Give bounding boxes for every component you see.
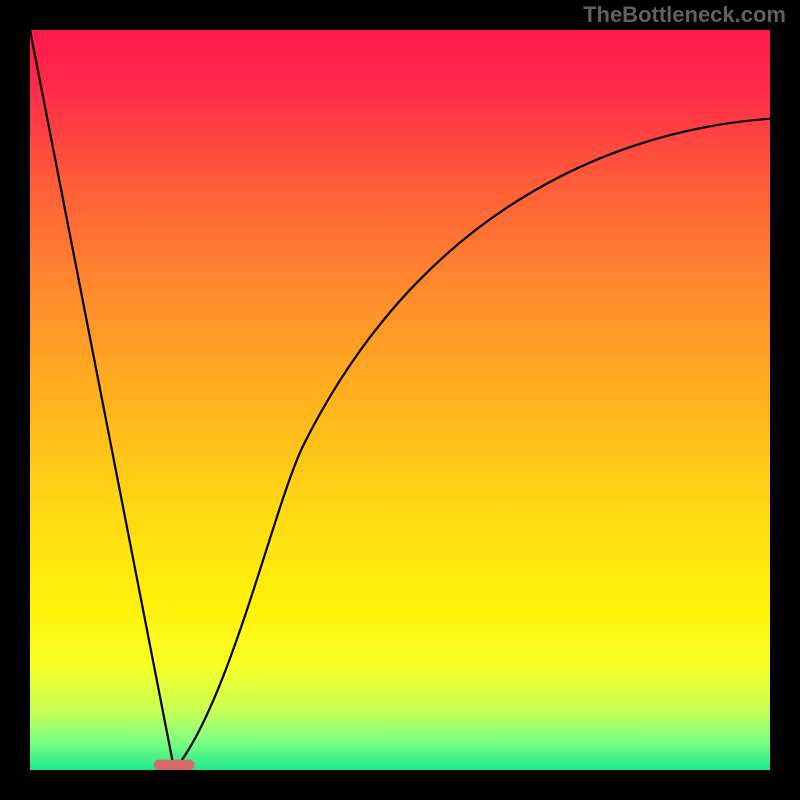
chart-frame: TheBottleneck.com: [0, 0, 800, 800]
chart-background: [30, 30, 770, 770]
plot-area: [30, 30, 770, 770]
attribution-label: TheBottleneck.com: [583, 2, 786, 28]
chart-svg: [30, 30, 770, 770]
notch-marker: [154, 760, 195, 770]
